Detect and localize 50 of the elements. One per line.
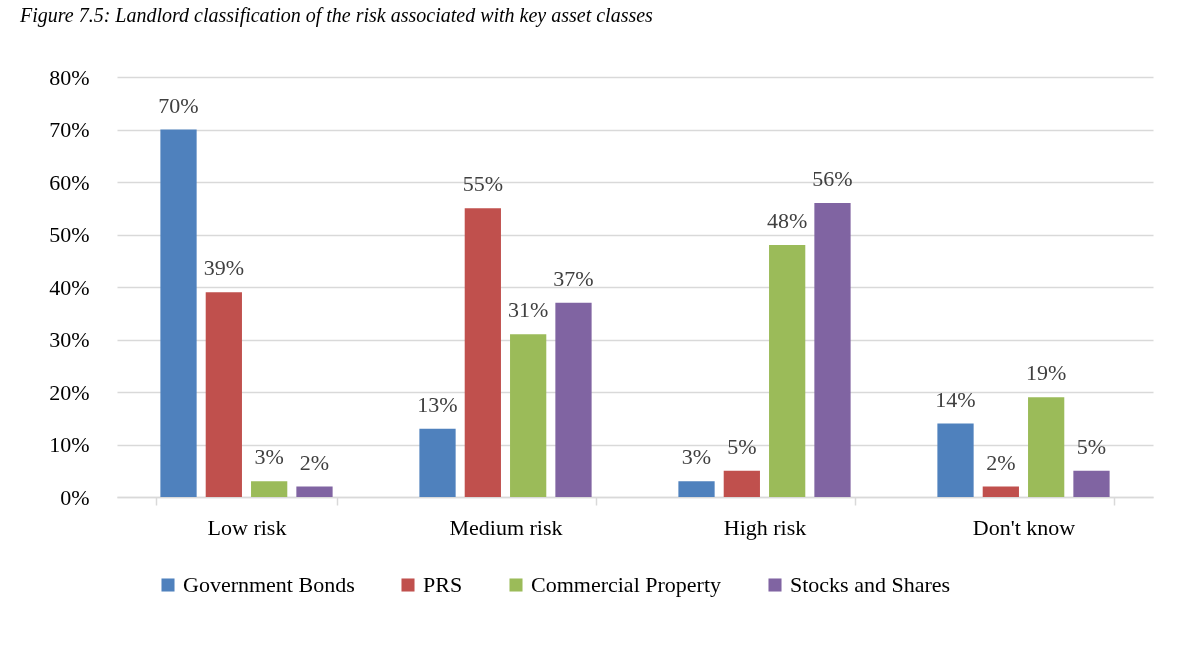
data-label: 2% (299, 449, 330, 475)
bar (1028, 397, 1065, 497)
y-tick-label: 10% (49, 432, 90, 457)
data-label: 13% (417, 391, 458, 417)
data-label: 2% (986, 449, 1016, 475)
data-label: 5% (1076, 433, 1107, 459)
legend-label: Stocks and Shares (790, 572, 951, 597)
x-tick-label: Low risk (207, 514, 287, 540)
y-tick-label: 70% (49, 117, 90, 142)
x-tick-label: High risk (723, 514, 807, 540)
bar (510, 334, 547, 497)
data-label: 39% (203, 255, 244, 281)
y-tick-label: 80% (49, 64, 90, 90)
chart-title: Figure 7.5: Landlord classification of the risk associated with key asset classes (19, 4, 654, 27)
data-label: 3% (254, 444, 284, 470)
bar (205, 292, 242, 497)
y-tick-label: 0% (60, 484, 90, 510)
bar (769, 245, 806, 497)
data-label: 31% (508, 297, 549, 323)
bar (678, 481, 715, 497)
bar (419, 428, 456, 497)
data-label: 3% (681, 444, 712, 470)
bar (814, 203, 851, 497)
x-tick-label: Medium risk (449, 514, 563, 540)
data-label: 19% (1026, 360, 1067, 386)
data-label: 55% (462, 171, 503, 197)
bar (296, 486, 333, 497)
legend-label: PRS (423, 572, 463, 597)
bar (160, 129, 197, 497)
data-label: 37% (553, 265, 594, 291)
y-tick-label: 50% (49, 222, 90, 247)
data-label: 48% (767, 208, 808, 233)
legend-label: Commercial Property (531, 572, 722, 597)
bar (937, 423, 974, 497)
legend-label: Government Bonds (183, 572, 355, 597)
bar (723, 470, 760, 497)
y-tick-label: 60% (49, 169, 90, 195)
data-label: 56% (812, 166, 853, 191)
y-tick-label: 40% (49, 274, 90, 300)
bar (464, 208, 501, 497)
bar (982, 486, 1019, 497)
y-tick-label: 30% (49, 327, 90, 352)
data-label: 5% (727, 433, 757, 459)
bar (1073, 470, 1110, 497)
bar (251, 481, 288, 497)
y-tick-label: 20% (49, 379, 90, 405)
x-tick-label: Don't know (972, 514, 1076, 540)
bar (555, 302, 592, 497)
data-label: 14% (935, 386, 976, 412)
data-label: 70% (158, 92, 199, 118)
